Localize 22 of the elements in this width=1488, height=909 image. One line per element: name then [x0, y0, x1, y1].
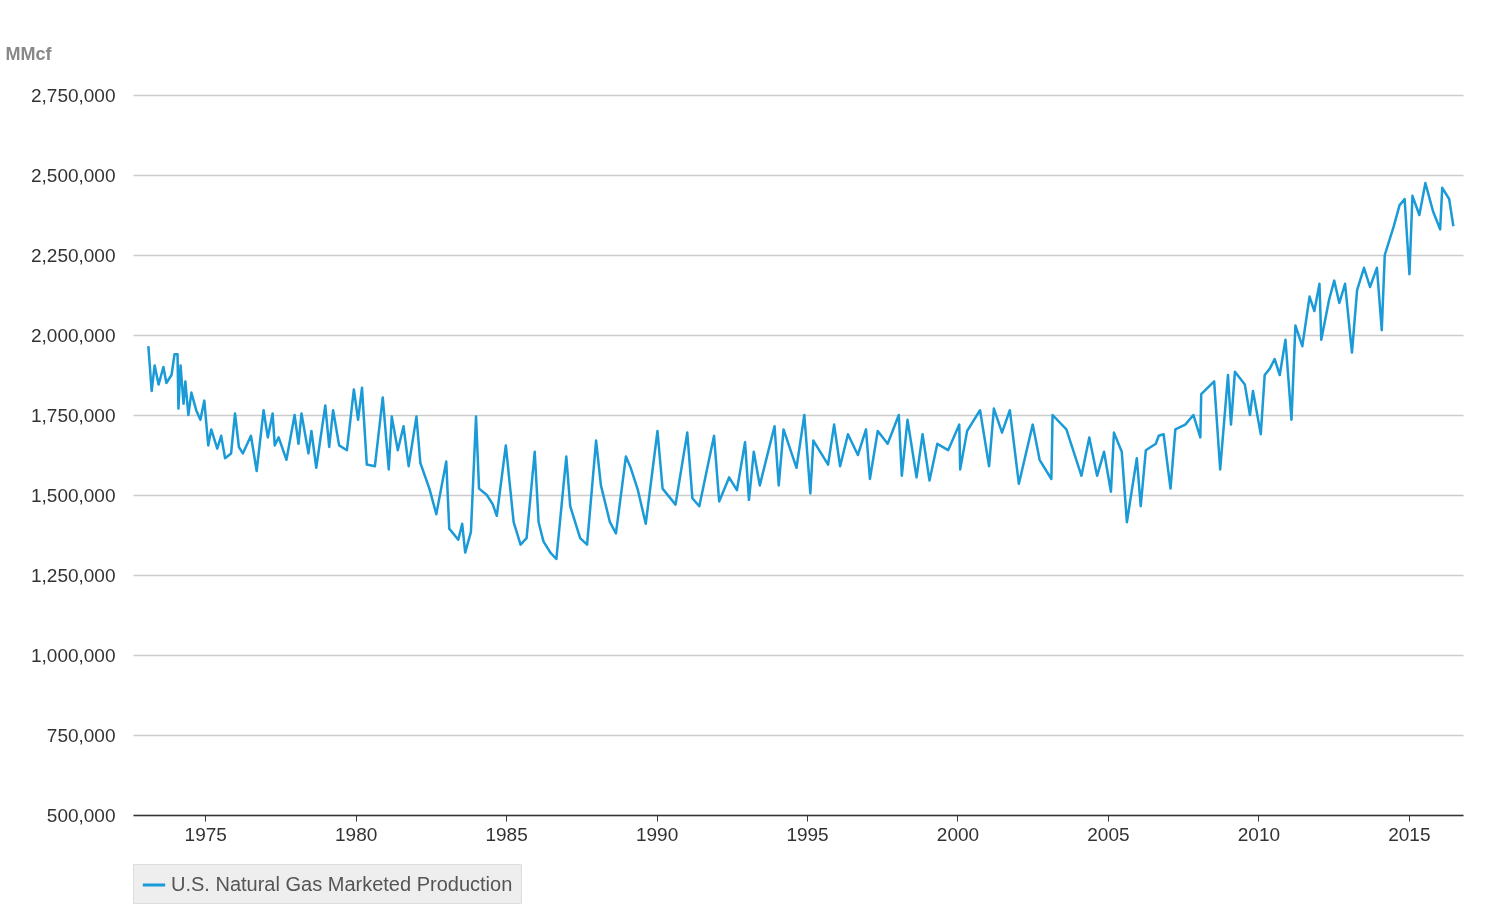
y-tick-label: 500,000 [46, 804, 116, 826]
y-tick-label: 2,250,000 [30, 244, 116, 266]
x-tick-label: 1975 [184, 823, 227, 845]
line-series [147, 181, 1455, 561]
x-tick-label: 1985 [485, 823, 528, 845]
x-tick-label: 2000 [936, 823, 980, 845]
x-tick-label: 1995 [786, 823, 829, 845]
x-tick-label: 2005 [1087, 823, 1130, 845]
y-tick-label: 1,750,000 [30, 404, 116, 426]
x-tick-label: 1990 [635, 823, 679, 845]
y-tick-label: 1,000,000 [30, 644, 116, 666]
x-tick-label: 1980 [335, 823, 378, 845]
y-tick-label: 2,750,000 [30, 84, 116, 106]
x-tick-label: 2015 [1388, 823, 1431, 845]
y-axis-title: MMcf [5, 43, 53, 64]
y-tick-label: 750,000 [46, 724, 116, 746]
y-tick-label: 1,250,000 [30, 564, 116, 586]
y-tick-label: 2,500,000 [30, 164, 116, 186]
legend-label: U.S. Natural Gas Marketed Production [171, 873, 513, 895]
y-tick-label: 1,500,000 [30, 484, 116, 506]
x-tick-label: 2010 [1237, 823, 1281, 845]
y-tick-label: 2,000,000 [30, 324, 116, 346]
